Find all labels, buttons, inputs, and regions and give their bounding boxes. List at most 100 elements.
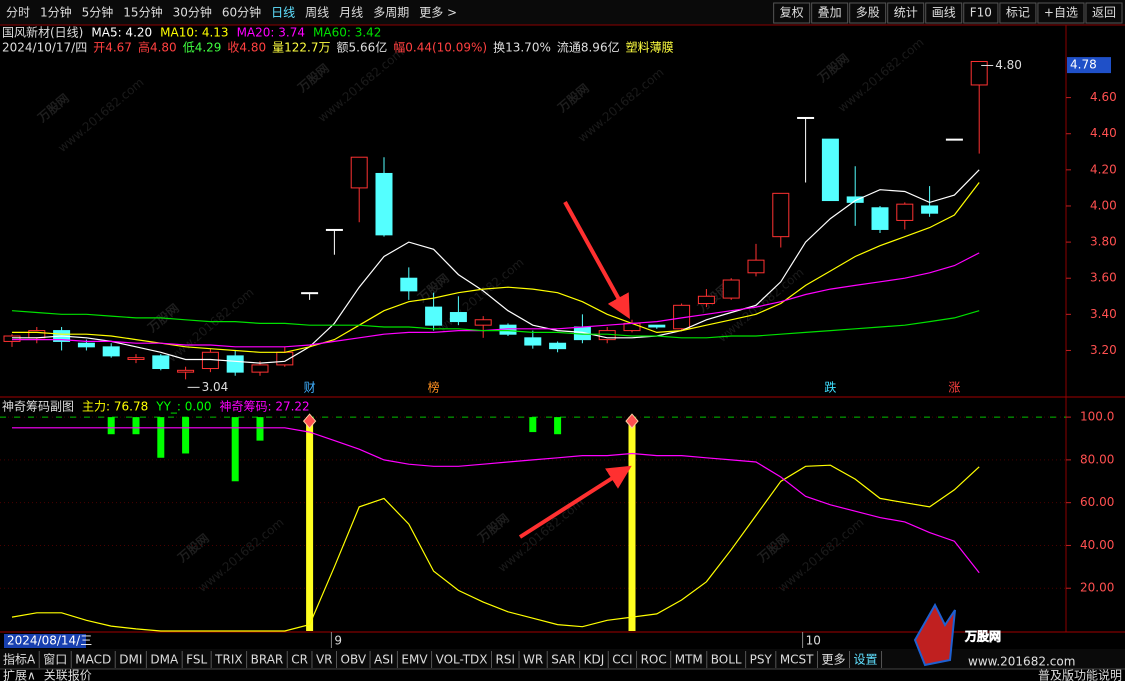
candle-body bbox=[226, 355, 244, 373]
indicator-tab[interactable]: BOLL bbox=[711, 653, 742, 667]
tool-button[interactable]: +自选 bbox=[1044, 6, 1078, 20]
period-tab[interactable]: 多周期 bbox=[373, 6, 409, 20]
ma-line bbox=[12, 169, 980, 364]
y-tick-label: 100.0 bbox=[1080, 410, 1114, 424]
indicator-tab[interactable]: FSL bbox=[186, 653, 207, 667]
y-tick-label: 80.00 bbox=[1080, 452, 1114, 466]
legend-entry: MA60: 3.42 bbox=[313, 26, 381, 40]
candle-body bbox=[846, 196, 864, 203]
indicator-tab[interactable]: MTM bbox=[675, 653, 703, 667]
y-tick-label: 40.00 bbox=[1080, 538, 1114, 552]
period-tab[interactable]: 更多 > bbox=[419, 6, 457, 20]
indicator-tab[interactable]: 更多 bbox=[822, 653, 846, 667]
indicator-bar bbox=[107, 417, 115, 435]
price-tag: 4.78 bbox=[1070, 58, 1097, 72]
quote-item: 2024/10/17/四 bbox=[2, 41, 87, 55]
quote-item: 流通8.96亿 bbox=[557, 40, 620, 55]
indicator-bar bbox=[554, 417, 562, 435]
indicator-line bbox=[12, 427, 980, 574]
footer-link[interactable]: 扩展∧ bbox=[3, 669, 36, 681]
candle-body bbox=[722, 279, 740, 299]
period-tab[interactable]: 周线 bbox=[305, 6, 329, 20]
candle-body bbox=[821, 138, 839, 202]
candle-body bbox=[945, 138, 963, 141]
quote-item: 量122.7万 bbox=[272, 41, 330, 55]
indicator-tab[interactable]: DMI bbox=[119, 653, 142, 667]
tool-button[interactable]: 叠加 bbox=[818, 6, 842, 20]
watermark: 万股网 bbox=[554, 80, 592, 115]
period-tab[interactable]: 30分钟 bbox=[173, 5, 212, 20]
indicator-tab[interactable]: TRIX bbox=[214, 653, 242, 667]
period-tab[interactable]: 5分钟 bbox=[82, 5, 114, 20]
event-marker[interactable]: 涨 bbox=[948, 380, 960, 395]
tool-button[interactable]: 统计 bbox=[894, 6, 918, 20]
arrows bbox=[518, 201, 632, 539]
tool-button-frame bbox=[1037, 2, 1085, 24]
period-tab[interactable]: 日线 bbox=[271, 6, 295, 20]
indicator-tab[interactable]: CCI bbox=[612, 653, 632, 667]
indicator-tab[interactable]: VR bbox=[316, 653, 333, 667]
quote-item: 额5.66亿 bbox=[337, 40, 388, 55]
tool-button[interactable]: 画线 bbox=[932, 6, 956, 20]
tool-button-frame bbox=[887, 2, 925, 24]
quote-item: 塑料薄膜 bbox=[626, 40, 674, 55]
period-tab[interactable]: 月线 bbox=[339, 6, 363, 20]
indicator-tab[interactable]: KDJ bbox=[584, 653, 605, 667]
tool-button[interactable]: 返回 bbox=[1092, 6, 1116, 20]
tool-button[interactable]: 复权 bbox=[780, 6, 804, 20]
tool-button-frame bbox=[963, 2, 999, 24]
indicator-tab[interactable]: 设置 bbox=[854, 653, 878, 667]
candle-body bbox=[251, 364, 269, 373]
indicator-tab[interactable]: BRAR bbox=[251, 653, 284, 667]
candle-body bbox=[350, 156, 368, 189]
event-marker[interactable]: 跌 bbox=[824, 380, 836, 395]
indicator-tab[interactable]: CR bbox=[291, 653, 308, 667]
indicator-bar bbox=[231, 417, 239, 482]
ma-line bbox=[12, 182, 980, 353]
watermark: 万股网 bbox=[294, 60, 332, 95]
indicator-tab[interactable]: VOL-TDX bbox=[436, 653, 488, 667]
watermark-url: www.201682.com bbox=[575, 65, 666, 145]
watermark: 万股网 bbox=[174, 530, 212, 565]
indicator-tab[interactable]: PSY bbox=[750, 653, 773, 667]
y-tick-label: 3.60 bbox=[1090, 271, 1117, 285]
indicator-tab[interactable]: DMA bbox=[150, 653, 179, 667]
event-marker[interactable]: 榜 bbox=[428, 380, 440, 395]
tool-button[interactable]: 多股 bbox=[856, 6, 880, 20]
tool-button[interactable]: F10 bbox=[970, 6, 992, 20]
period-tab[interactable]: 60分钟 bbox=[222, 5, 261, 20]
indicator-tab[interactable]: EMV bbox=[401, 653, 428, 667]
legend-entry: 神奇筹码: 27.22 bbox=[219, 400, 309, 414]
indicator-tab[interactable]: ASI bbox=[374, 653, 393, 667]
candle-body bbox=[970, 60, 988, 86]
indicator-bar bbox=[132, 417, 140, 435]
indicator-tab[interactable]: ROC bbox=[641, 653, 667, 667]
annotation: 4.80 bbox=[995, 58, 1022, 72]
event-marker[interactable]: 财 bbox=[304, 381, 316, 395]
candle-body bbox=[871, 207, 889, 230]
candle-body bbox=[648, 324, 666, 328]
footer-link[interactable]: 普及版功能说明 bbox=[1038, 668, 1122, 681]
indicator-tab[interactable]: SAR bbox=[551, 653, 575, 667]
indicator-tab[interactable]: 窗口 bbox=[43, 653, 67, 667]
quote-item: 低4.29 bbox=[183, 41, 222, 55]
watermark: 万股网 bbox=[754, 530, 792, 565]
footer-link[interactable]: 关联报价 bbox=[44, 668, 92, 681]
indicator-tab[interactable]: MCST bbox=[780, 653, 814, 667]
indicator-tab[interactable]: OBV bbox=[341, 653, 367, 667]
legend-entry: MA5: 4.20 bbox=[91, 26, 152, 40]
indicator-tab[interactable]: MACD bbox=[75, 653, 111, 667]
period-tab[interactable]: 分时 bbox=[6, 6, 30, 20]
watermark-url: www.201682.com bbox=[55, 75, 146, 155]
period-tab[interactable]: 15分钟 bbox=[123, 5, 162, 20]
annotation: 3.04 bbox=[202, 380, 229, 394]
indicator-tab[interactable]: RSI bbox=[496, 653, 516, 667]
tool-button[interactable]: 标记 bbox=[1006, 6, 1030, 20]
period-tab[interactable]: 1分钟 bbox=[40, 5, 72, 20]
toolbar-bg bbox=[0, 0, 1125, 25]
indicator-tab[interactable]: WR bbox=[523, 653, 543, 667]
indicator-tab[interactable]: 指标A bbox=[3, 652, 36, 667]
candle-body bbox=[474, 319, 492, 326]
